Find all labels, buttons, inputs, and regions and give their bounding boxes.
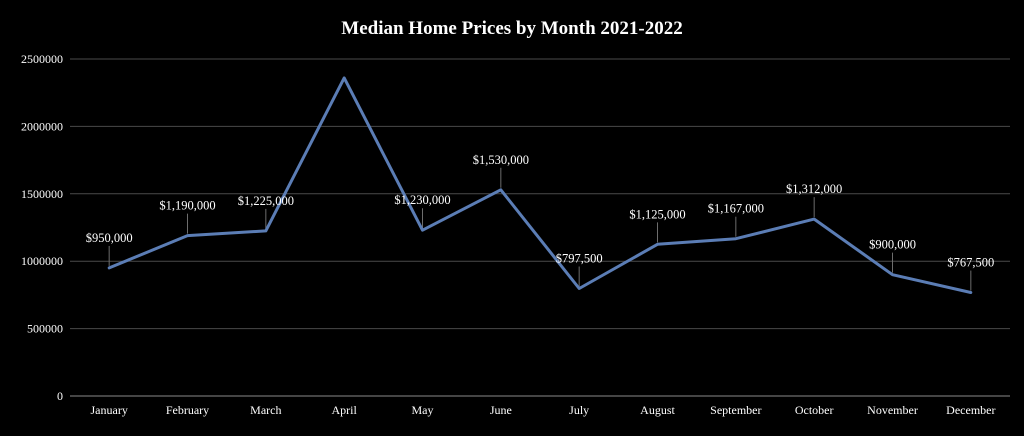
x-tick-label: July [569,403,589,417]
data-label-leaders [108,167,972,291]
x-tick-label: June [490,403,512,417]
x-tick-label: February [166,403,209,417]
x-tick-label: January [91,403,128,417]
y-tick-label: 2500000 [21,52,63,66]
data-label: $1,167,000 [708,202,764,216]
data-label: $767,500 [947,256,994,270]
y-axis-ticks: 0 500000 1000000 1500000 2000000 2500000 [21,52,63,403]
x-tick-label: March [250,403,281,417]
x-tick-label: April [331,403,357,417]
x-tick-label: December [946,403,995,417]
data-label: $950,000 [86,231,133,245]
data-label: $1,312,000 [786,182,842,196]
x-tick-label: September [710,403,761,417]
y-tick-label: 1000000 [21,254,63,268]
chart-title: Median Home Prices by Month 2021-2022 [341,18,682,39]
data-label: $1,230,000 [394,193,450,207]
y-tick-label: 2000000 [21,119,63,133]
y-tick-label: 1500000 [21,187,63,201]
data-labels: $950,000 $1,190,000 $1,225,000 $1,230,000 $1… [86,153,995,270]
data-label: $900,000 [869,238,916,252]
y-tick-label: 500000 [27,322,63,336]
x-tick-label: November [867,403,918,417]
x-tick-label: May [412,403,434,417]
x-tick-label: August [640,403,675,417]
data-label: $797,500 [556,251,603,265]
x-axis-ticks: January February March April May June July Augu… [91,403,996,417]
data-label: $1,225,000 [238,194,294,208]
data-label: $1,530,000 [473,153,529,167]
series-layer [107,76,973,294]
data-label: $1,125,000 [629,207,685,221]
x-tick-label: October [795,403,834,417]
data-label: $1,190,000 [159,199,215,213]
y-tick-label: 0 [57,389,63,403]
gridlines [70,58,1010,397]
series-line [107,76,973,294]
